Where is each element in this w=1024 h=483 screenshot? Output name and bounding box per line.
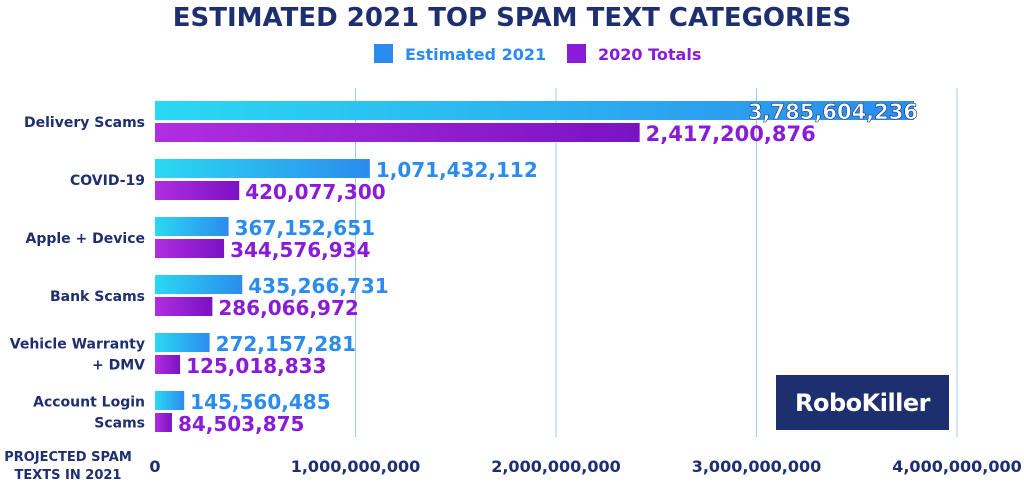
bar-0-2 [155, 217, 229, 236]
x-axis-label-line-1: TEXTS IN 2021 [15, 468, 122, 483]
bar-0-5 [155, 391, 185, 410]
value-label-1-2: 344,576,934 [230, 238, 370, 262]
chart-title: ESTIMATED 2021 TOP SPAM TEXT CATEGORIES [173, 3, 851, 33]
value-label-0-3: 435,266,731 [248, 274, 388, 298]
bar-1-5 [155, 413, 172, 432]
value-label-1-4: 125,018,833 [186, 354, 326, 378]
value-label-0-1: 1,071,432,112 [376, 158, 538, 182]
tick-label-0: 0 [149, 457, 160, 476]
legend-swatch-0 [374, 44, 393, 63]
category-label-1-0: COVID-19 [70, 173, 145, 189]
robokiller-logo: RoboKiller [776, 375, 949, 430]
category-label-5-0: Account Login [33, 395, 145, 411]
bar-1-1 [155, 181, 240, 200]
x-axis-ticks: 0 1,000,000,000 2,000,000,000 3,000,000,000… [149, 457, 1021, 476]
bar-1-2 [155, 239, 225, 258]
value-label-0-0: 3,785,604,236 [748, 100, 918, 124]
value-label-1-1: 420,077,300 [245, 180, 385, 204]
gridlines [355, 88, 958, 437]
bar-1-3 [155, 297, 213, 316]
logo-text: RoboKiller [794, 388, 931, 417]
value-label-0-5: 145,560,485 [190, 390, 330, 414]
value-label-1-3: 286,066,972 [218, 296, 358, 320]
legend-label-0: Estimated 2021 [405, 45, 546, 64]
category-label-0-0: Delivery Scams [24, 115, 145, 131]
category-label-4-1: + DMV [92, 358, 145, 374]
tick-label-2: 2,000,000,000 [491, 457, 621, 476]
category-labels: Delivery Scams COVID-19 Apple + Device Bank… [10, 115, 145, 432]
category-label-4-0: Vehicle Warranty [10, 337, 145, 353]
value-label-1-0: 2,417,200,876 [646, 122, 816, 146]
tick-label-3: 3,000,000,000 [692, 457, 822, 476]
bar-0-1 [155, 159, 370, 178]
category-label-2-0: Apple + Device [26, 231, 146, 247]
bar-0-4 [155, 333, 210, 352]
bar-1-0 [155, 123, 640, 142]
value-label-1-5: 84,503,875 [178, 412, 305, 436]
x-axis-label: PROJECTED SPAM TEXTS IN 2021 [4, 450, 132, 483]
bar-0-3 [155, 275, 243, 294]
legend-swatch-1 [567, 44, 586, 63]
category-label-5-1: Scams [94, 416, 145, 432]
value-label-0-4: 272,157,281 [216, 332, 356, 356]
category-label-3-0: Bank Scams [50, 289, 145, 305]
tick-label-1: 1,000,000,000 [291, 457, 421, 476]
bar-1-4 [155, 355, 181, 374]
bars: 3,785,604,2362,417,200,8761,071,432,1124… [155, 100, 918, 436]
legend: Estimated 2021 2020 Totals [374, 44, 701, 64]
tick-label-4: 4,000,000,000 [892, 457, 1022, 476]
value-label-0-2: 367,152,651 [235, 216, 375, 240]
bar-0-0 [155, 101, 915, 120]
x-axis-label-line-0: PROJECTED SPAM [4, 450, 132, 465]
legend-label-1: 2020 Totals [598, 45, 701, 64]
